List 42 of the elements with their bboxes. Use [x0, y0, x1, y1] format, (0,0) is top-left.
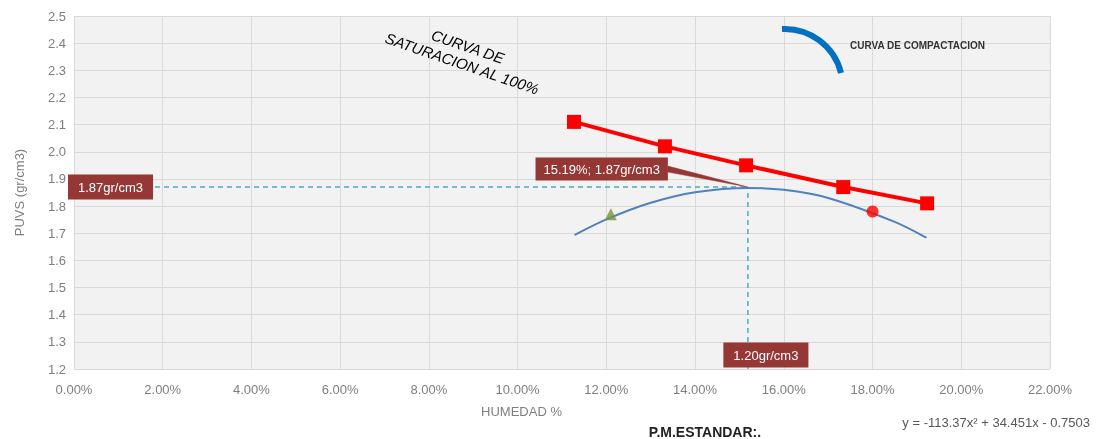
point [566, 114, 581, 129]
y-tick-label: 2.5 [47, 8, 66, 24]
x-tick-label: 12.00% [584, 382, 629, 397]
x-tick-label: 8.00% [410, 382, 448, 397]
y-tick-label: 2.3 [47, 62, 66, 78]
y-tick-label: 1.5 [47, 280, 66, 296]
x-tick-label: 6.00% [321, 382, 360, 397]
x-tick-label: 4.00% [233, 382, 271, 397]
x-tick-label: 16.00% [761, 382, 807, 397]
ref-line-label: 1.87gr/cm3 [78, 179, 144, 195]
x-tick-label: 22.00% [1027, 382, 1073, 397]
annotation: 15.19%; 1.87gr/cm3 [543, 161, 660, 177]
point [739, 158, 754, 173]
x-tick-label: 2.00% [144, 382, 182, 397]
x-tick-label: 14.00% [673, 382, 718, 397]
x-tick-label: 18.00% [850, 382, 896, 397]
point [657, 139, 672, 154]
y-tick-label: 1.9 [47, 171, 66, 187]
text: P.M.ESTANDAR:. [648, 424, 762, 439]
point [836, 180, 851, 195]
point [920, 196, 935, 211]
y-tick-label: 1.4 [47, 307, 66, 323]
annotation: CURVA DE COMPACTACION [850, 39, 985, 51]
point [866, 205, 879, 218]
y-tick-label: 2.0 [47, 144, 66, 160]
y-tick-label: 1.7 [47, 225, 66, 241]
y-axis-title: PUVS (gr/cm3) [12, 148, 27, 237]
x-tick-label: 0.00% [55, 382, 93, 397]
ref-line-label: 1.20gr/cm3 [733, 347, 799, 363]
y-tick-label: 2.4 [47, 35, 66, 51]
point [604, 208, 617, 221]
y-tick-label: 1.6 [47, 252, 66, 268]
x-tick-label: 10.00% [495, 382, 541, 397]
y-tick-label: 2.1 [47, 117, 66, 133]
y-tick-label: 1.2 [47, 361, 66, 377]
x-axis-title: HUMEDAD % [481, 404, 563, 419]
x-tick-label: 20.00% [939, 382, 984, 397]
text: y = -113.37x² + 34.451x - 0.7503 [902, 414, 1090, 430]
line-series [574, 186, 927, 239]
y-tick-label: 1.3 [47, 334, 66, 350]
y-tick-label: 2.2 [47, 89, 66, 105]
y-tick-label: 1.8 [47, 198, 66, 214]
